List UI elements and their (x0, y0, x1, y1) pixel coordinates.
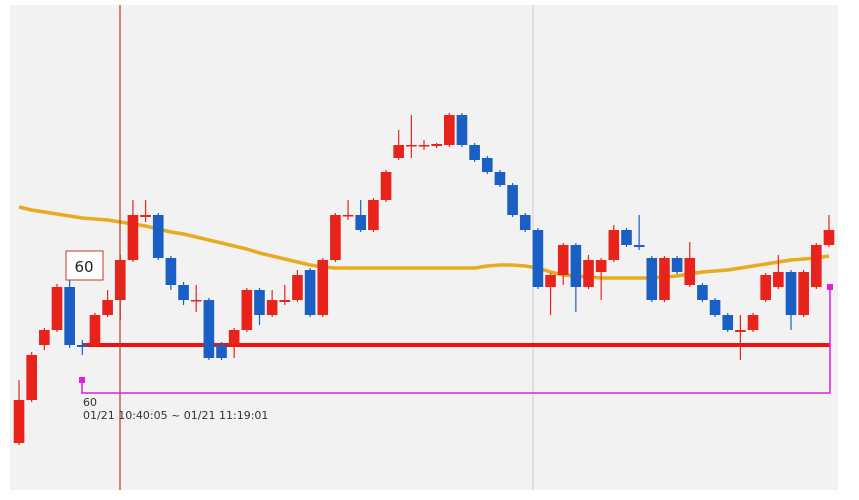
plot-background (10, 5, 838, 490)
candle-body (469, 145, 480, 160)
candle-body (89, 315, 101, 345)
candle-body (304, 270, 316, 315)
candle-body (26, 355, 37, 400)
candle-body (330, 215, 341, 260)
candle-body (709, 300, 721, 315)
candle-body (418, 145, 430, 147)
candle-body (583, 260, 594, 287)
candle-body (735, 330, 746, 332)
candle-body (228, 330, 240, 345)
candle-body (216, 345, 227, 358)
candle-body (557, 245, 569, 275)
candle-body (266, 300, 278, 315)
candle-body (773, 272, 784, 287)
candle-body (646, 258, 658, 300)
candle-body (279, 300, 291, 302)
candle-body (203, 300, 215, 358)
range-handle-left (79, 377, 85, 383)
marks (13, 113, 835, 445)
candle-body (595, 260, 607, 272)
candle-body (507, 185, 518, 215)
candle-body (127, 215, 139, 260)
candle-body (165, 258, 177, 285)
candle-body (254, 290, 265, 315)
candle-body (39, 330, 50, 345)
candle-body (13, 400, 25, 443)
candle-body (785, 272, 797, 315)
candle-body (431, 144, 442, 146)
cursor-label-box (65, 250, 104, 281)
candle-body (393, 145, 405, 158)
candle-body (722, 315, 734, 330)
range-handle-right (827, 284, 833, 290)
candle-body (823, 230, 835, 245)
candle-body (102, 300, 113, 315)
candle-body (380, 172, 392, 200)
candle-body (494, 172, 506, 185)
range-bracket (81, 287, 831, 394)
candle-body (798, 272, 809, 315)
range-period: 01/21 10:40:05 ~ 01/21 11:19:01 (83, 409, 268, 422)
range-count: 60 (83, 396, 97, 409)
candle-body (456, 115, 468, 145)
candle-body (519, 215, 531, 230)
candle-body (406, 145, 417, 147)
candle-body (633, 245, 645, 247)
candle-body (760, 275, 772, 300)
candle-body (190, 300, 202, 302)
candle-body (608, 230, 620, 260)
candle-body (545, 275, 556, 287)
candle-body (659, 258, 670, 300)
candle-body (140, 215, 151, 217)
candle-body (481, 158, 493, 172)
candle-body (355, 215, 367, 230)
candle-body (532, 230, 544, 287)
candle-body (671, 258, 683, 272)
candle-body (747, 315, 759, 330)
candle-body (684, 258, 696, 285)
candle-body (368, 200, 379, 230)
candle-body (178, 285, 189, 300)
cursor-label: 60 (74, 258, 93, 276)
candle-body (51, 287, 63, 330)
candle-body (64, 287, 75, 345)
candle-body (443, 115, 455, 145)
candle-body (811, 245, 822, 287)
candle-body (621, 230, 632, 245)
candle-body (292, 275, 303, 300)
candle-body (697, 285, 708, 300)
candle-body (570, 245, 582, 287)
candle-body (317, 260, 329, 315)
candle-body (342, 215, 354, 217)
candle-body (241, 290, 253, 330)
candle-body (76, 345, 88, 347)
candle-body (152, 215, 164, 258)
